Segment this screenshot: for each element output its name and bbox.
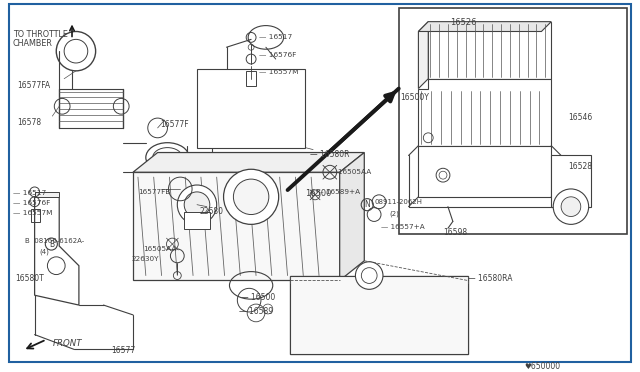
Circle shape (553, 189, 589, 224)
Circle shape (234, 179, 269, 215)
Polygon shape (428, 22, 551, 79)
Text: — 16557+A: — 16557+A (381, 224, 425, 230)
Text: B  08166-6162A-: B 08166-6162A- (25, 238, 84, 244)
Polygon shape (133, 153, 364, 172)
Text: 16577F: 16577F (161, 120, 189, 129)
Text: TO THROTTLE: TO THROTTLE (13, 29, 68, 39)
Text: – 16589+A: – 16589+A (320, 189, 360, 195)
Text: 16500: 16500 (305, 189, 332, 198)
Text: 08911-2062H: 08911-2062H (374, 199, 422, 205)
Circle shape (177, 185, 217, 224)
Bar (291, 276, 468, 354)
Circle shape (561, 197, 580, 217)
Bar (184, 212, 210, 229)
Text: 16598: 16598 (443, 228, 467, 237)
Text: 16528: 16528 (568, 162, 592, 171)
Bar (246, 71, 256, 86)
Bar (399, 8, 627, 234)
Bar (551, 155, 591, 207)
Text: — 16517: — 16517 (259, 35, 292, 41)
Text: 16500Y: 16500Y (401, 93, 429, 103)
Polygon shape (419, 79, 551, 146)
Text: N: N (364, 200, 370, 209)
Text: CHAMBER: CHAMBER (13, 39, 53, 48)
Text: B: B (49, 240, 54, 248)
Text: — 16500: — 16500 (241, 293, 276, 302)
Text: — 16576F: — 16576F (13, 200, 51, 206)
Bar (197, 69, 305, 148)
Polygon shape (340, 153, 364, 280)
Text: 16526: 16526 (450, 18, 476, 27)
Text: 16546: 16546 (568, 113, 592, 122)
Circle shape (355, 262, 383, 289)
Text: 16577: 16577 (111, 346, 136, 355)
Text: — 16576F: — 16576F (259, 52, 296, 58)
Circle shape (223, 169, 278, 224)
Text: (4): (4) (40, 249, 49, 256)
Text: 16577FA: 16577FA (17, 81, 50, 90)
Text: FRONT: FRONT (52, 339, 82, 347)
Text: 22630Y: 22630Y (131, 256, 159, 262)
Polygon shape (419, 22, 428, 89)
Text: ♥650000: ♥650000 (525, 362, 561, 371)
Text: 16577FB: 16577FB (138, 189, 170, 195)
Text: (2): (2) (389, 211, 399, 217)
Polygon shape (291, 276, 468, 354)
Circle shape (184, 192, 210, 218)
Text: — 16557M: — 16557M (259, 69, 298, 75)
Polygon shape (35, 197, 79, 305)
Text: – 16505AA: – 16505AA (332, 169, 371, 175)
Polygon shape (419, 22, 551, 32)
Text: 22680: 22680 (200, 207, 224, 216)
Polygon shape (133, 172, 340, 280)
Polygon shape (35, 192, 60, 197)
Text: — 16580R: — 16580R (310, 150, 349, 158)
Text: 16505AA: 16505AA (143, 246, 176, 252)
Text: — 16580RA: — 16580RA (468, 273, 512, 283)
Bar (31, 209, 40, 222)
Text: — 16557M: — 16557M (13, 209, 52, 216)
Text: — 16517: — 16517 (13, 190, 46, 196)
Polygon shape (419, 146, 551, 197)
Text: 16580T: 16580T (15, 273, 44, 283)
Text: 16578: 16578 (17, 118, 41, 127)
Text: — 16589: — 16589 (239, 307, 273, 316)
